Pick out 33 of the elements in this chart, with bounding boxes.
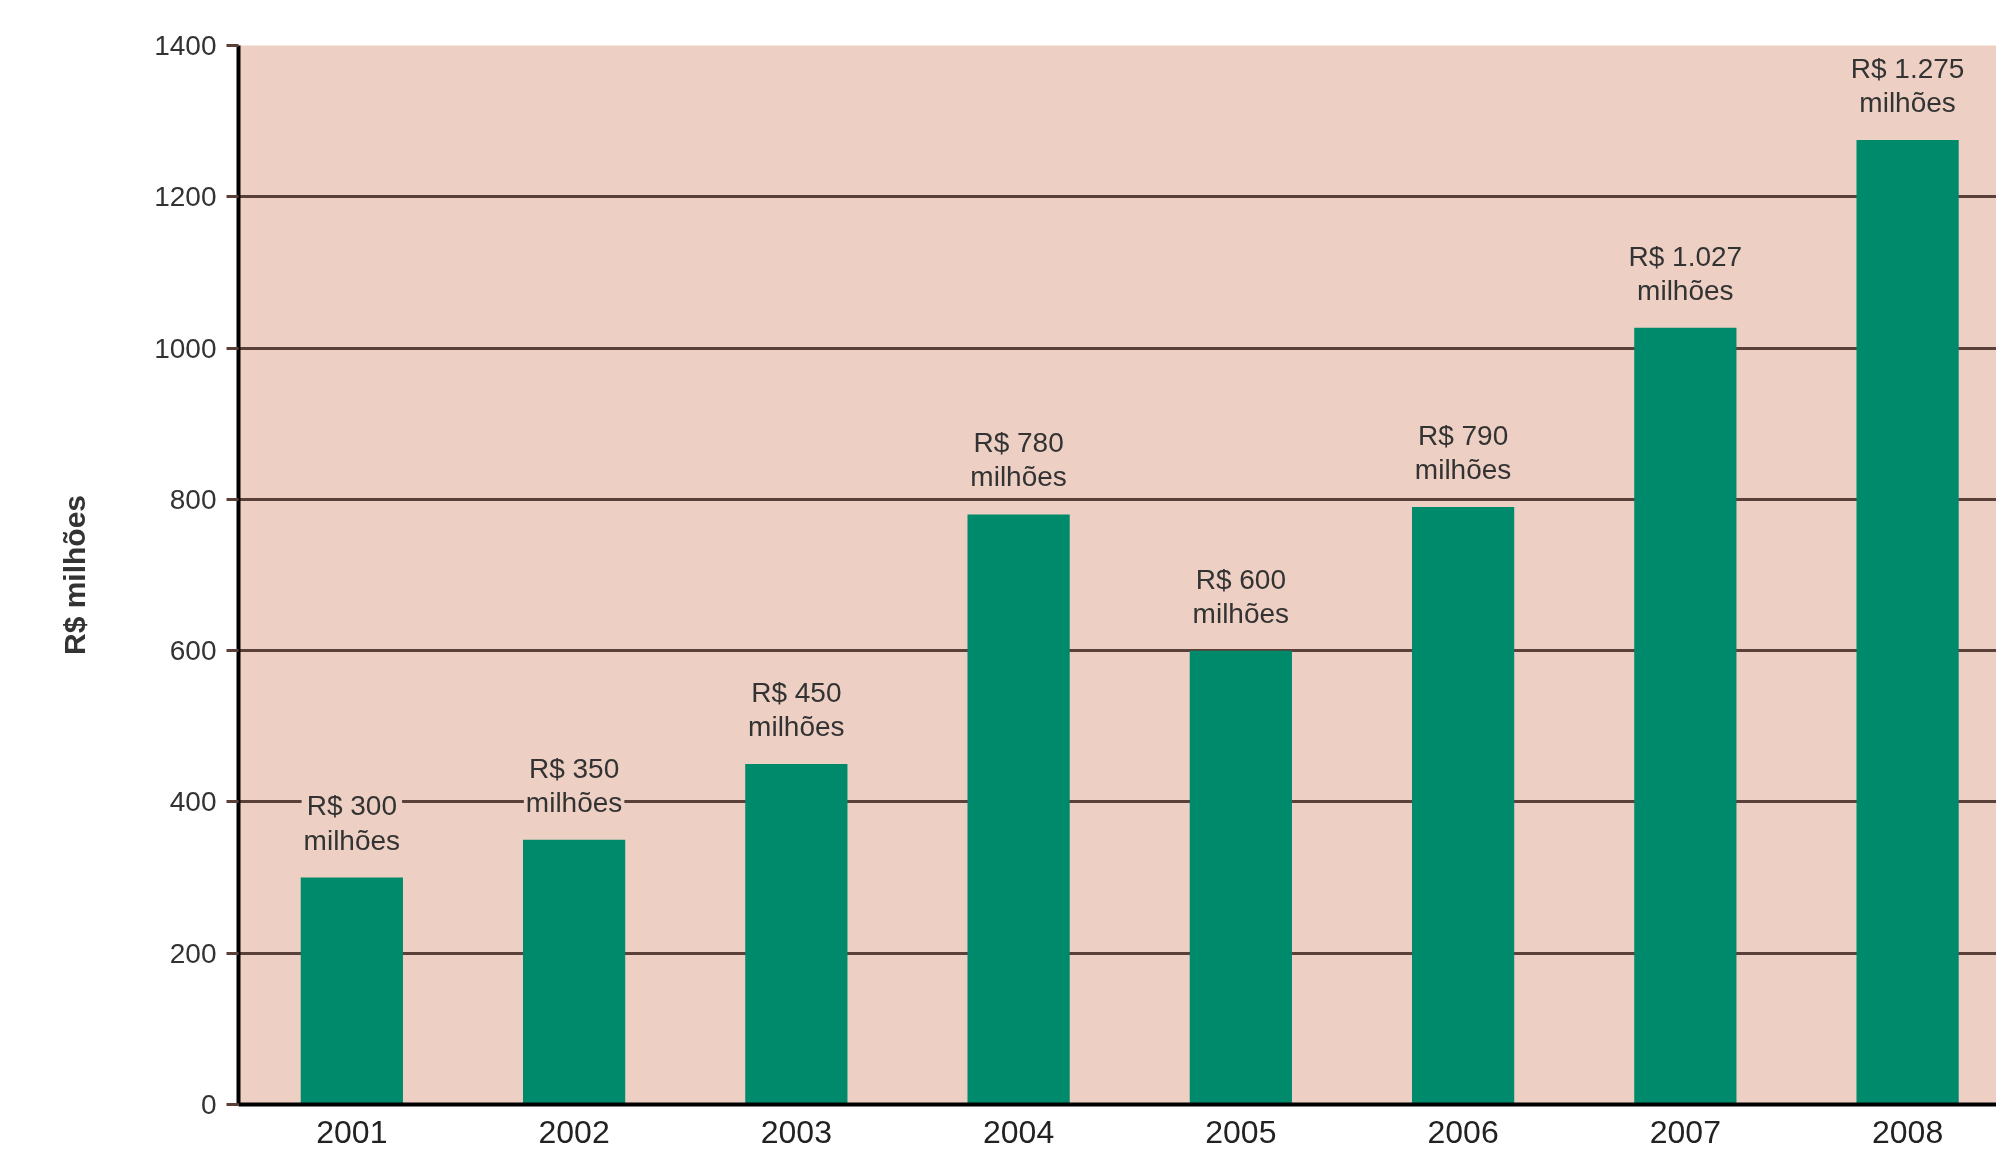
data-label: R$ 350 milhões	[525, 752, 623, 818]
y-tick-label: 400	[169, 786, 217, 818]
bar	[1634, 327, 1737, 1105]
x-tick-label: 2004	[983, 1113, 1055, 1150]
y-tick-label: 0	[200, 1089, 217, 1120]
y-tick-label: 1000	[154, 332, 217, 364]
bar	[300, 877, 403, 1105]
y-tick-label: 1400	[154, 30, 217, 61]
bar	[1411, 506, 1515, 1105]
y-tick-label: 600	[169, 635, 217, 667]
x-tick-label: 2007	[1649, 1113, 1721, 1150]
x-tick-label: 2008	[1872, 1113, 1944, 1150]
data-label: R$ 790 milhões	[1414, 419, 1512, 485]
bar	[522, 839, 626, 1105]
x-tick-label: 2002	[538, 1113, 610, 1150]
y-tick-label: 200	[169, 937, 217, 969]
y-tick-label: 800	[169, 483, 217, 515]
bar	[1189, 650, 1292, 1105]
x-tick-label: 2006	[1427, 1113, 1499, 1150]
bar	[967, 514, 1070, 1105]
data-label: R$ 780 milhões	[970, 427, 1067, 493]
data-label: R$ 450 milhões	[748, 677, 845, 743]
bar	[745, 764, 848, 1105]
bar	[1856, 140, 1959, 1105]
data-label: R$ 300 milhões	[303, 790, 401, 856]
x-tick-label: 2003	[760, 1113, 832, 1150]
data-label: R$ 1.027 milhões	[1628, 240, 1743, 306]
x-tick-label: 2005	[1205, 1113, 1277, 1150]
y-axis-title: R$ milhões	[58, 494, 92, 656]
data-label: R$ 600 milhões	[1192, 563, 1290, 629]
y-tick-label: 1200	[154, 181, 217, 213]
x-tick-label: 2001	[316, 1113, 388, 1150]
data-label: R$ 1.275 milhões	[1850, 52, 1965, 119]
